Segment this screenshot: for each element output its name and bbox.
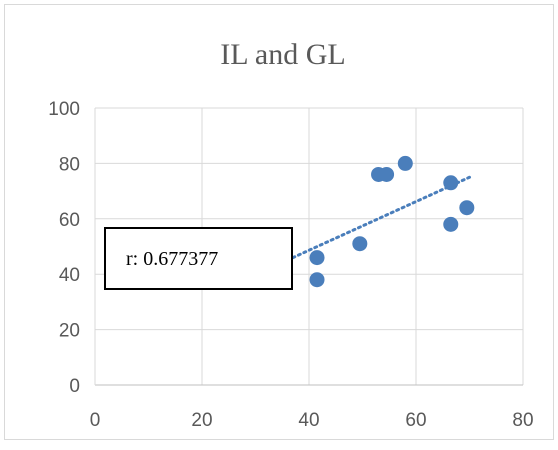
y-tick-label: 60 — [59, 210, 80, 231]
y-tick-label: 80 — [59, 154, 80, 175]
axis-lines — [94, 108, 523, 386]
data-point — [459, 200, 475, 216]
trendline — [291, 175, 471, 260]
chart-frame — [4, 4, 554, 440]
data-point — [379, 166, 395, 182]
annotation-box — [104, 227, 293, 290]
trendline-group — [291, 175, 471, 260]
x-tick-label: 60 — [405, 410, 426, 431]
x-tick-label: 20 — [191, 410, 212, 431]
data-point — [443, 216, 459, 232]
annotation-text: r: 0.677377 — [126, 248, 218, 270]
data-points — [309, 155, 475, 288]
y-tick-label: 100 — [48, 99, 80, 120]
x-tick-label: 80 — [512, 410, 533, 431]
data-point — [443, 175, 459, 191]
x-tick-labels: 0 20 40 60 80 — [90, 410, 534, 431]
data-point — [309, 272, 325, 288]
annotation-group: r: 0.677377 — [104, 227, 293, 290]
y-tick-label: 20 — [59, 321, 80, 342]
data-point — [352, 236, 368, 252]
x-tick-label: 40 — [298, 410, 319, 431]
data-point — [309, 250, 325, 266]
x-tick-label: 0 — [90, 410, 101, 431]
chart-title: IL and GL — [220, 38, 346, 71]
y-tick-labels: 0 20 40 60 80 100 — [48, 99, 80, 397]
y-tick-label: 0 — [69, 376, 80, 397]
data-point — [397, 155, 413, 171]
y-tick-label: 40 — [59, 265, 80, 286]
